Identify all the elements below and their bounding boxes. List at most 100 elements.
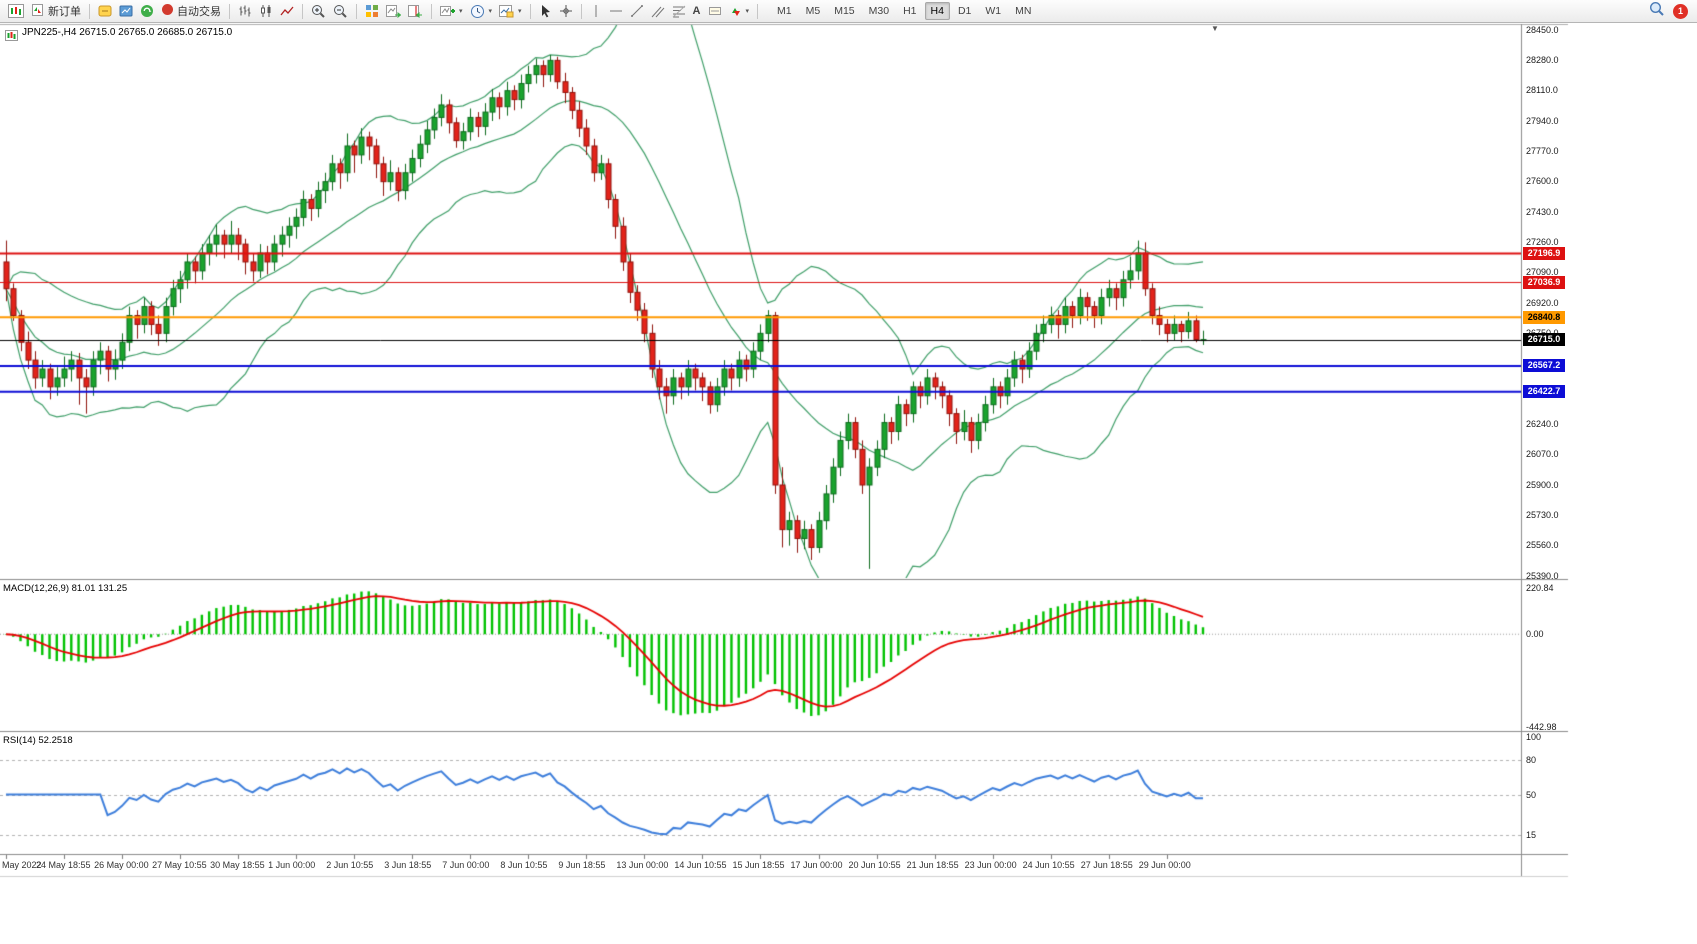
- chevron-down-icon: ▾: [459, 8, 463, 15]
- time-axis-label: 26 May 00:00: [94, 860, 149, 870]
- trendline-icon[interactable]: [627, 2, 647, 21]
- toolbar-separator: [529, 3, 531, 19]
- timeframe-m30[interactable]: M30: [868, 5, 890, 17]
- notification-badge[interactable]: 1: [1673, 3, 1688, 19]
- price-axis-label: 27770.0: [1526, 145, 1559, 156]
- search-icon[interactable]: [1649, 1, 1665, 22]
- price-tag: 26567.2: [1523, 359, 1565, 373]
- time-axis-label: 30 May 18:55: [210, 860, 265, 870]
- price-axis-label: 26750.0: [1526, 328, 1559, 338]
- zoom-out-icon[interactable]: [330, 2, 351, 21]
- timeframe-m5[interactable]: M5: [805, 5, 821, 17]
- text-label-icon[interactable]: [705, 2, 725, 21]
- refresh-icon[interactable]: [137, 2, 157, 21]
- time-axis-label: 2 Jun 10:55: [326, 860, 374, 870]
- autotrading-button[interactable]: 自动交易: [158, 2, 224, 21]
- price-axis-label: 26920.0: [1526, 297, 1559, 308]
- new-chart-icon[interactable]: [5, 2, 27, 21]
- time-axis-label: 15 Jun 18:55: [732, 860, 785, 870]
- price-tag: 26422.7: [1523, 385, 1565, 399]
- main-toolbar: 新订单 自动交易: [0, 0, 1697, 23]
- crosshair-icon[interactable]: [556, 2, 576, 21]
- chart-shift-icon[interactable]: [405, 2, 426, 21]
- tile-windows-icon[interactable]: [362, 2, 382, 21]
- toolbar-separator: [229, 3, 230, 19]
- macd-axis-label: 220.84: [1526, 582, 1554, 593]
- price-axis-label: 25560.0: [1526, 540, 1559, 551]
- time-axis-label: 7 Jun 00:00: [442, 860, 490, 870]
- new-order-label: 新订单: [48, 6, 81, 18]
- time-axis-label: 20 Jun 10:55: [848, 860, 901, 870]
- timeframe-d1[interactable]: D1: [957, 5, 972, 17]
- time-axis-label: 27 Jun 18:55: [1080, 860, 1133, 870]
- time-axis-label: 21 Jun 18:55: [906, 860, 959, 870]
- equidistant-channel-icon[interactable]: [648, 2, 668, 21]
- time-axis-label: 13 Jun 00:00: [616, 860, 669, 870]
- periods-dropdown[interactable]: ▾: [467, 2, 496, 21]
- price-axis-label: 27090.0: [1526, 267, 1559, 278]
- arrows-dropdown[interactable]: ▾: [726, 2, 753, 21]
- price-tag: 26840.8: [1523, 310, 1565, 324]
- new-order-button[interactable]: 新订单: [28, 2, 84, 21]
- price-axis-label: 28280.0: [1526, 54, 1559, 65]
- price-tag: 27196.9: [1523, 247, 1565, 261]
- time-axis-label: 14 Jun 10:55: [674, 860, 727, 870]
- macd-axis-label: -442.98: [1526, 721, 1557, 732]
- time-axis-label: 9 Jun 18:55: [558, 860, 606, 870]
- autotrading-label: 自动交易: [177, 6, 221, 18]
- macd-indicator-label: MACD(12,26,9) 81.01 131.25: [3, 583, 128, 594]
- templates-dropdown[interactable]: ▾: [496, 2, 525, 21]
- price-axis-label: 28450.0: [1526, 24, 1559, 35]
- candlestick-chart-icon[interactable]: [256, 2, 276, 21]
- fibonacci-icon[interactable]: [669, 2, 689, 21]
- autotrading-status-icon: [161, 3, 174, 19]
- indicators-dropdown[interactable]: ▾: [437, 2, 466, 21]
- text-tool-icon[interactable]: A: [692, 5, 701, 17]
- price-axis-label: 27600.0: [1526, 176, 1559, 187]
- price-axis-label: 27940.0: [1526, 115, 1559, 126]
- rsi-axis-label: 15: [1526, 829, 1537, 840]
- chart-title: JPN225-,H4 26715.0 26765.0 26685.0 26715…: [22, 27, 233, 38]
- bar-chart-icon[interactable]: [235, 2, 255, 21]
- toolbar-separator: [89, 3, 90, 19]
- time-axis-label: 1 Jun 00:00: [268, 860, 316, 870]
- price-axis-label: 27430.0: [1526, 206, 1559, 217]
- timeframe-mn[interactable]: MN: [1015, 5, 1032, 17]
- timeframe-group: M1 M5 M15 M30 H1 H4 D1 W1 MN: [771, 2, 1037, 20]
- chevron-down-icon: ▾: [518, 8, 522, 15]
- price-tag: 27036.9: [1523, 275, 1565, 289]
- price-axis-label: 26240.0: [1526, 418, 1559, 429]
- chart-shift-marker[interactable]: ▼: [1211, 24, 1219, 33]
- auto-scroll-icon[interactable]: [383, 2, 404, 21]
- cursor-icon[interactable]: [536, 2, 555, 21]
- chart-window-icon: [5, 28, 18, 46]
- timeframe-h4[interactable]: H4: [924, 2, 950, 20]
- rsi-axis-label: 80: [1526, 755, 1537, 765]
- chevron-down-icon: ▾: [488, 8, 493, 15]
- horizontal-line-icon[interactable]: [606, 2, 626, 21]
- timeframe-h1[interactable]: H1: [903, 5, 917, 17]
- price-axis-label: 27260.0: [1526, 236, 1559, 247]
- metaeditor-icon[interactable]: [95, 2, 115, 21]
- price-tag: 26715.0: [1523, 333, 1565, 347]
- zoom-in-icon[interactable]: [308, 2, 329, 21]
- line-chart-icon[interactable]: [277, 2, 297, 21]
- timeframe-m1[interactable]: M1: [777, 5, 792, 17]
- time-axis-label: 27 May 10:55: [152, 860, 207, 870]
- timeframe-w1[interactable]: W1: [985, 5, 1002, 17]
- rsi-axis-label: 100: [1526, 732, 1542, 742]
- timeframe-m15[interactable]: M15: [834, 5, 855, 17]
- price-axis-label: 25730.0: [1526, 509, 1559, 520]
- time-axis-label: 17 Jun 00:00: [790, 860, 843, 870]
- toolbar-separator: [580, 3, 582, 19]
- vertical-line-icon[interactable]: [587, 2, 605, 21]
- time-axis-label: May 2022: [2, 860, 42, 870]
- toolbar-separator: [757, 3, 759, 19]
- market-watch-icon[interactable]: [116, 2, 136, 21]
- price-axis-label: 25390.0: [1526, 570, 1559, 581]
- toolbar-right-cluster: 1: [1649, 1, 1688, 22]
- new-order-icon: [31, 3, 45, 20]
